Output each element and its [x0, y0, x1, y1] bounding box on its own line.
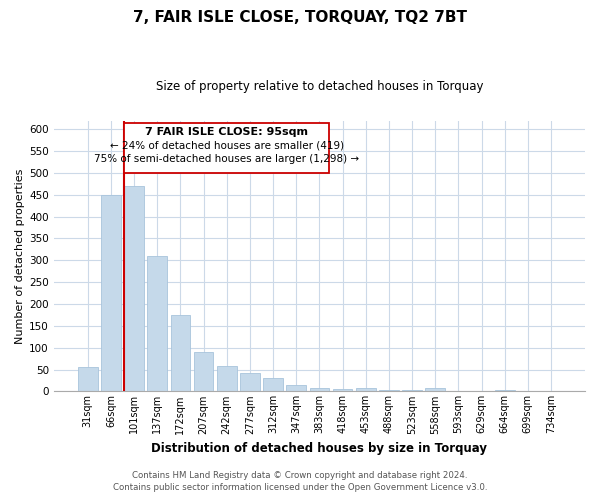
Bar — [449, 390, 468, 392]
Title: Size of property relative to detached houses in Torquay: Size of property relative to detached ho… — [155, 80, 483, 93]
X-axis label: Distribution of detached houses by size in Torquay: Distribution of detached houses by size … — [151, 442, 487, 455]
Bar — [217, 366, 236, 392]
Bar — [124, 186, 144, 392]
Bar — [101, 195, 121, 392]
Bar — [170, 315, 190, 392]
Bar — [240, 373, 260, 392]
Bar — [425, 388, 445, 392]
Text: Contains HM Land Registry data © Crown copyright and database right 2024.
Contai: Contains HM Land Registry data © Crown c… — [113, 471, 487, 492]
Y-axis label: Number of detached properties: Number of detached properties — [15, 168, 25, 344]
Text: 7, FAIR ISLE CLOSE, TORQUAY, TQ2 7BT: 7, FAIR ISLE CLOSE, TORQUAY, TQ2 7BT — [133, 10, 467, 25]
Text: 75% of semi-detached houses are larger (1,298) →: 75% of semi-detached houses are larger (… — [94, 154, 359, 164]
Bar — [541, 390, 561, 392]
Bar — [379, 390, 399, 392]
Bar — [402, 390, 422, 392]
Bar — [78, 368, 98, 392]
Bar — [286, 385, 306, 392]
Text: ← 24% of detached houses are smaller (419): ← 24% of detached houses are smaller (41… — [110, 140, 344, 150]
FancyBboxPatch shape — [124, 122, 329, 173]
Bar — [333, 389, 352, 392]
Bar — [194, 352, 214, 392]
Bar — [310, 388, 329, 392]
Text: 7 FAIR ISLE CLOSE: 95sqm: 7 FAIR ISLE CLOSE: 95sqm — [145, 127, 308, 137]
Bar — [495, 390, 515, 392]
Bar — [148, 256, 167, 392]
Bar — [356, 388, 376, 392]
Bar — [263, 378, 283, 392]
